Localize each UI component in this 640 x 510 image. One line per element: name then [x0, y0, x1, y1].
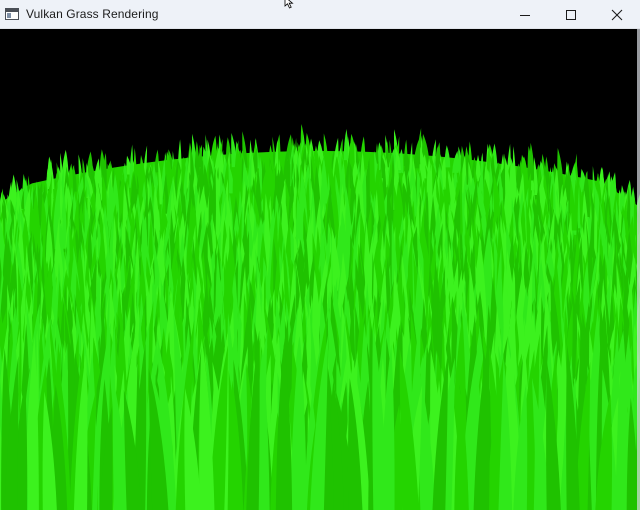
grass-blade — [566, 345, 580, 510]
grass-blade — [275, 342, 293, 510]
grass-blade — [166, 151, 172, 177]
grass-blade — [73, 350, 88, 510]
grass-blade — [199, 144, 203, 167]
grass-blade — [209, 345, 229, 510]
grass-blade — [47, 156, 55, 190]
grass-blade — [399, 348, 419, 510]
grass-blade — [24, 335, 39, 510]
grass-blade — [290, 336, 307, 510]
grass-blade — [194, 141, 200, 176]
grass-blade — [229, 380, 244, 510]
grass-blade — [148, 368, 169, 510]
grass-blade — [210, 135, 217, 166]
grass-blade — [575, 361, 591, 510]
window-controls — [502, 0, 640, 29]
window-right-border — [637, 29, 640, 510]
maximize-button[interactable] — [548, 0, 594, 29]
grass-blade — [452, 150, 459, 173]
minimize-icon — [520, 14, 530, 16]
mouse-cursor-icon — [284, 0, 294, 9]
grass-blade — [227, 162, 235, 194]
grass-blade — [123, 389, 142, 510]
grass-blade — [99, 406, 113, 510]
grass-blade — [323, 133, 329, 163]
grass-blade — [262, 151, 268, 172]
close-icon — [611, 9, 623, 20]
title-bar[interactable]: Vulkan Grass Rendering — [0, 0, 640, 29]
grass-blade — [473, 336, 490, 510]
grass-blade — [546, 361, 561, 510]
grass-blade — [51, 384, 68, 510]
grass-blade — [154, 149, 159, 173]
grass-blade — [143, 145, 148, 176]
grass-blade — [4, 355, 19, 510]
grass-field — [0, 123, 640, 510]
grass-blade — [531, 377, 551, 510]
grass-blade — [42, 391, 57, 510]
grass-blade — [310, 333, 329, 510]
grass-blade — [195, 159, 204, 200]
grass-blade — [480, 152, 484, 176]
grass-blade — [475, 154, 481, 182]
grass-blade — [225, 137, 232, 164]
render-viewport[interactable] — [0, 29, 640, 510]
grass-blade — [444, 145, 451, 168]
grass-blade — [403, 139, 408, 167]
grass-blade — [35, 191, 41, 248]
grass-blade — [486, 354, 504, 510]
grass-blade — [454, 392, 469, 510]
grass-blade — [533, 157, 539, 195]
grass-blade — [347, 378, 363, 510]
grass-blade — [184, 388, 202, 510]
grass-blade — [199, 338, 215, 510]
grass-blade — [513, 383, 528, 510]
grass-blade — [595, 394, 612, 510]
grass-blade — [432, 351, 449, 510]
maximize-icon — [566, 9, 576, 20]
window-title: Vulkan Grass Rendering — [26, 7, 159, 21]
minimize-button[interactable] — [502, 0, 548, 29]
grass-blade — [380, 344, 395, 510]
grass-blade — [420, 146, 427, 179]
grass-blade — [375, 143, 379, 164]
close-button[interactable] — [594, 0, 640, 29]
grass-blade — [246, 330, 260, 510]
grass-blade — [527, 146, 534, 181]
window-app-icon[interactable] — [5, 8, 19, 20]
grass-blade — [557, 148, 564, 186]
grass-blade — [157, 159, 164, 205]
grass-blade — [45, 219, 54, 273]
grass-blade — [343, 128, 349, 161]
